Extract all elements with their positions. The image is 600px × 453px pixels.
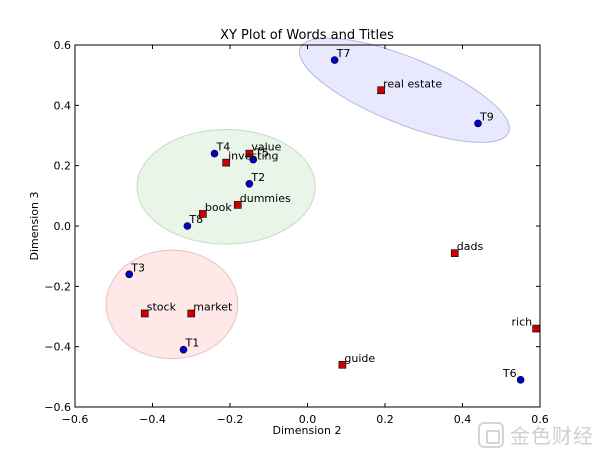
point-t4 (210, 149, 219, 158)
watermark: 金色财经 (478, 420, 594, 449)
watermark-text: 金色财经 (510, 424, 594, 448)
point-label-t7: T7 (336, 47, 351, 60)
point-stock (140, 309, 149, 318)
point-label-real-estate: real estate (383, 77, 442, 90)
point-label-guide: guide (344, 352, 375, 365)
point-label-book: book (205, 201, 232, 214)
watermark-logo-icon (478, 421, 504, 448)
point-label-dummies: dummies (240, 192, 291, 205)
y-tick-label: 0.4 (54, 99, 72, 112)
clusters-layer (105, 37, 510, 360)
x-tick-label: −0.4 (139, 413, 166, 426)
x-tick-label: −0.6 (62, 413, 89, 426)
x-tick-label: 0.2 (376, 413, 394, 426)
y-axis-label: Dimension 3 (28, 192, 41, 261)
point-t3 (125, 270, 134, 279)
point-book (199, 210, 207, 218)
point-t7 (330, 56, 339, 64)
x-tick-label: 0.0 (299, 413, 317, 426)
point-market (187, 309, 196, 318)
point-label-dads: dads (457, 240, 484, 253)
y-tick-label: −0.6 (44, 401, 71, 414)
point-label-t1: T1 (185, 337, 200, 350)
point-t9 (474, 119, 482, 128)
x-axis-label: Dimension 2 (273, 424, 342, 437)
point-dads (450, 249, 459, 257)
point-investing (222, 158, 230, 167)
point-value (245, 149, 254, 158)
point-label-t4: T4 (216, 141, 231, 154)
point-label-rich: rich (512, 316, 533, 329)
point-label-t5: T5 (254, 147, 269, 160)
cluster-ellipse-1 (136, 128, 316, 245)
cluster-ellipse-0 (298, 37, 510, 143)
point-t6 (516, 376, 525, 384)
y-tick-label: −0.2 (44, 280, 71, 293)
point-t5 (249, 155, 258, 164)
cluster-ellipse-2 (105, 249, 239, 360)
y-tick-label: −0.4 (44, 341, 71, 354)
point-rich (532, 324, 540, 333)
point-label-t6: T6 (502, 367, 517, 380)
x-tick-label: 0.4 (454, 413, 472, 426)
point-label-t3: T3 (130, 261, 145, 274)
point-label-t9: T9 (479, 110, 494, 123)
y-tick-label: 0.2 (54, 160, 72, 173)
point-label-t2: T2 (250, 171, 265, 184)
point-label-market: market (193, 300, 233, 313)
point-t1 (179, 345, 188, 354)
y-tick-label: 0.6 (54, 39, 72, 52)
point-label-investing: investing (228, 150, 278, 163)
x-tick-label: 0.6 (531, 413, 549, 426)
ticks-layer: −0.6 −0.4 −0.2 0.0 0.2 0.4 0.6 −0.6 −0.4 −0.2 0.0 0… (44, 39, 548, 426)
x-tick-label: −0.2 (217, 413, 244, 426)
point-real-estate (377, 86, 385, 95)
y-tick-label: 0.0 (54, 220, 72, 233)
chart-title: XY Plot of Words and Titles (220, 28, 394, 43)
point-label-stock: stock (147, 300, 177, 313)
point-guide (338, 360, 347, 369)
point-t2 (245, 179, 254, 188)
point-dummies (233, 201, 242, 209)
point-t8 (183, 222, 192, 230)
point-label-value: value (251, 141, 281, 154)
